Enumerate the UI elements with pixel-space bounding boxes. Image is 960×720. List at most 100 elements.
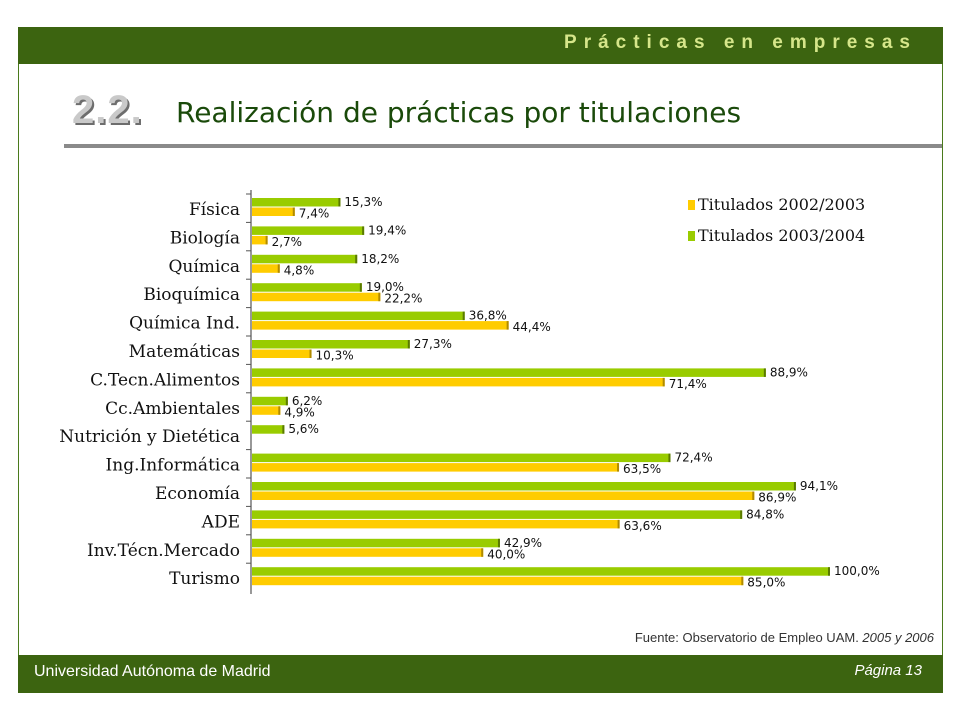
data-label-2002-2003: 22,2% [384,292,422,306]
bar-2002-2003-end [277,264,280,273]
category-label: Química [168,257,240,277]
header-band: Prácticas en empresas [18,27,943,64]
title-divider [64,144,942,148]
data-label-2003-2004: 88,9% [770,365,808,379]
bar-2003-2004-end [285,396,288,406]
data-label-2002-2003: 63,6% [624,519,662,533]
slide-title: Realización de prácticas por titulacione… [176,96,742,129]
bar-2003-2004-end [362,226,365,235]
bar-2002-2003-end [292,207,295,216]
data-label-2003-2004: 100,0% [834,564,880,578]
category-label: Economía [155,484,240,504]
category-label: Bioquímica [143,285,240,305]
category-label: ADE [201,512,240,532]
category-label: Inv.Técn.Mercado [87,541,240,561]
data-label-2003-2004: 27,3% [414,337,452,351]
bar-2002-2003 [252,491,755,500]
legend-item-2003-2004-swatch [688,231,695,241]
bar-2003-2004 [252,425,285,434]
data-label-2003-2004: 19,4% [368,223,406,237]
source-note: Fuente: Observatorio de Empleo UAM. 2005… [635,630,934,645]
bar-2003-2004 [252,538,500,548]
bar-2002-2003-end [265,235,268,245]
bar-2003-2004-end [462,311,465,321]
data-label-2002-2003: 63,5% [623,462,661,476]
bar-2003-2004-end [763,368,766,377]
bar-2003-2004 [252,453,671,463]
data-label-2003-2004: 6,2% [292,394,323,408]
category-label: Química Ind. [129,314,240,334]
data-label-2002-2003: 7,4% [299,207,330,221]
data-label-2002-2003: 4,8% [284,263,315,277]
category-label: Matemáticas [129,342,240,362]
bar-2003-2004 [252,368,766,377]
bar-2003-2004-end [407,340,410,349]
institution-name: Universidad Autónoma de Madrid [34,663,271,680]
data-label-2003-2004: 19,0% [366,280,404,294]
bar-2002-2003-end [741,576,744,586]
page-number: Página 13 [854,662,922,679]
bar-2003-2004 [252,198,341,207]
footer-band [18,655,943,693]
legend-item-2002-2003-swatch [688,200,695,210]
bar-2002-2003 [252,406,281,415]
bar-2002-2003 [252,264,280,273]
bar-2003-2004 [252,482,796,491]
category-label: Turismo [169,569,240,589]
bar-2003-2004 [252,311,465,321]
bar-2002-2003 [252,519,620,529]
data-label-2002-2003: 2,7% [272,235,303,249]
category-label: Física [189,200,240,220]
data-label-2002-2003: 10,3% [316,349,354,363]
data-label-2002-2003: 71,4% [669,377,707,391]
data-label-2003-2004: 5,6% [288,422,319,436]
category-label: Ing.Informática [106,456,240,476]
bar-2002-2003 [252,463,620,472]
bar-2003-2004-end [338,198,341,207]
data-label-2003-2004: 15,3% [344,195,382,209]
bar-2003-2004 [252,340,410,349]
bar-2003-2004-end [355,254,358,264]
bar-2002-2003 [252,576,744,586]
header-banner-text: Prácticas en empresas [564,32,917,53]
bar-2003-2004-end [828,567,830,576]
bar-2002-2003 [252,321,509,330]
bar-2002-2003-end [617,463,620,472]
data-label-2003-2004: 94,1% [800,479,838,493]
data-label-2002-2003: 4,9% [284,405,315,419]
section-number: 2.2. [72,88,143,132]
data-label-2003-2004: 36,8% [469,309,507,323]
category-label: Cc.Ambientales [105,399,240,419]
bar-2003-2004-end [740,510,743,519]
bar-2003-2004 [252,254,358,264]
category-label: Biología [170,228,240,248]
bar-2003-2004-end [282,425,285,434]
bar-2003-2004 [252,567,830,576]
bar-2002-2003 [252,235,268,245]
bar-2003-2004 [252,396,288,406]
data-label-2002-2003: 44,4% [513,320,551,334]
bar-2002-2003-end [278,406,281,415]
bar-2002-2003-end [662,377,665,387]
data-label-2003-2004: 42,9% [504,536,542,550]
category-label: Nutrición y Dietética [59,427,240,447]
data-label-2002-2003: 86,9% [758,491,796,505]
source-prefix: Fuente: Observatorio de Empleo UAM. [634,630,863,645]
legend-item-2002-2003-label: Titulados 2002/2003 [698,195,865,214]
bar-2002-2003 [252,349,312,358]
bar-2003-2004 [252,283,362,292]
bar-2002-2003 [252,207,295,216]
data-label-2003-2004: 72,4% [674,451,712,465]
data-label-2003-2004: 18,2% [361,252,399,266]
bar-2003-2004-end [359,283,362,292]
bar-2002-2003-end [506,321,509,330]
bar-2002-2003-end [378,292,381,302]
bar-2003-2004 [252,510,743,519]
bar-2002-2003-end [752,491,755,500]
bar-2003-2004 [252,226,365,235]
bar-2003-2004-end [793,482,796,491]
data-label-2002-2003: 40,0% [487,547,525,561]
data-label-2003-2004: 84,8% [746,507,784,521]
bar-2003-2004-end [668,453,671,463]
